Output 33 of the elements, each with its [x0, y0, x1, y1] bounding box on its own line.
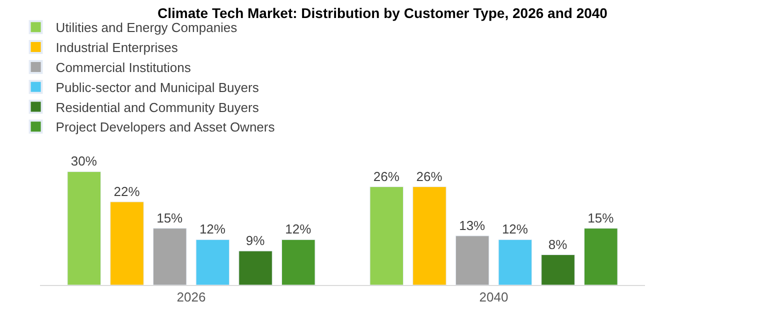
data-label: 12%: [199, 222, 226, 237]
x-tick-label: 2040: [479, 290, 508, 305]
bar: [238, 250, 272, 285]
data-label: 30%: [70, 154, 98, 169]
data-label: 9%: [246, 233, 266, 248]
bar: [370, 186, 404, 285]
legend-label: Utilities and Energy Companies: [56, 20, 238, 36]
data-label: 26%: [373, 168, 400, 184]
bar: [541, 254, 575, 285]
legend-label: Project Developers and Asset Owners: [56, 120, 276, 135]
data-label: 22%: [114, 184, 140, 199]
bar: [412, 186, 446, 285]
data-label: 26%: [416, 168, 443, 184]
data-label: 12%: [285, 222, 312, 237]
legend-label: Residential and Community Buyers: [56, 100, 260, 115]
data-label: 13%: [459, 218, 486, 233]
data-label: 15%: [156, 210, 184, 226]
data-label: 12%: [502, 222, 528, 237]
bar: [455, 236, 490, 285]
bar: [196, 239, 230, 285]
bar: [282, 239, 316, 285]
bar: [110, 202, 144, 285]
bar: [67, 171, 101, 285]
chart-title: Climate Tech Market: Distribution by Customer Type, 2026 and 2040: [158, 4, 608, 21]
bar: [152, 228, 187, 285]
legend-label: Commercial Institutions: [56, 60, 192, 76]
data-label: 15%: [588, 210, 614, 226]
bar: [584, 228, 618, 285]
legend-label: Industrial Enterprises: [56, 40, 178, 56]
x-tick-label: 2026: [176, 290, 206, 305]
legend-label: Public-sector and Municipal Buyers: [56, 80, 260, 95]
bar: [498, 239, 532, 285]
data-label: 8%: [548, 236, 568, 252]
